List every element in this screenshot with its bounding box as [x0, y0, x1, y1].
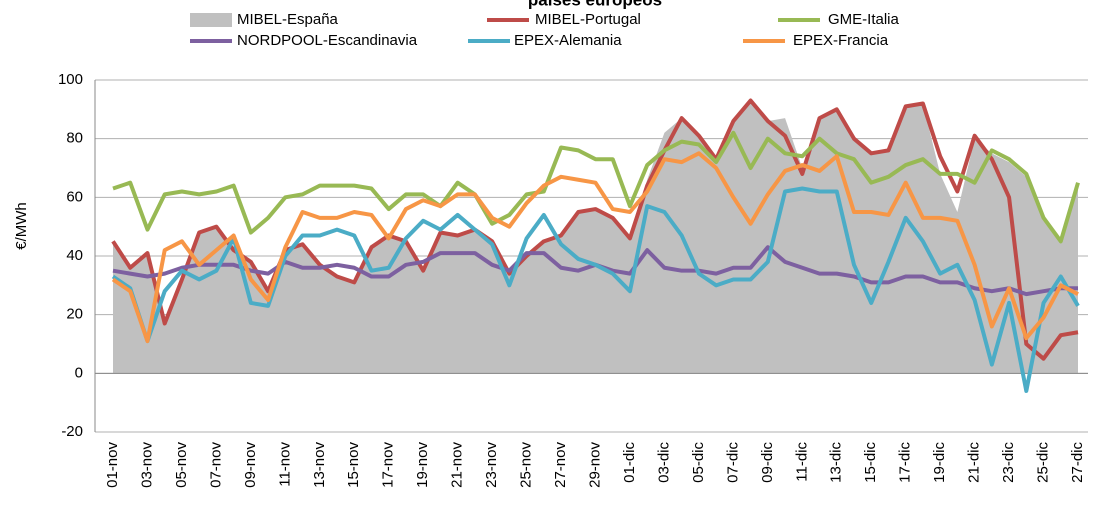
- y-tick-label: 20: [66, 306, 83, 323]
- x-tick-label: 09-nov: [242, 442, 259, 488]
- x-tick-label: 03-dic: [655, 442, 672, 483]
- line: [111, 151, 1079, 344]
- x-tick-label: 23-dic: [1000, 442, 1017, 483]
- x-tick-label: 09-dic: [759, 442, 776, 483]
- x-tick-label: 11-dic: [793, 442, 810, 482]
- x-tick-label: 15-nov: [345, 442, 362, 488]
- y-axis-label: €/MWh: [13, 202, 30, 250]
- x-tick-label: 05-nov: [173, 442, 190, 488]
- x-tick-label: 27-nov: [552, 442, 569, 488]
- x-tick-label: 25-nov: [518, 442, 535, 488]
- legend-label: EPEX-Alemania: [514, 32, 622, 49]
- x-tick-label: 15-dic: [862, 442, 879, 483]
- x-tick-label: 25-dic: [1035, 442, 1052, 483]
- y-tick-label: -20: [61, 423, 83, 440]
- line: [111, 186, 1080, 393]
- x-tick-label: 13-dic: [828, 442, 845, 483]
- x-tick-label: 17-nov: [380, 442, 397, 488]
- x-tick-label: 29-nov: [586, 442, 603, 488]
- legend-label: MIBEL-España: [237, 11, 339, 28]
- x-tick-label: 11-nov: [276, 442, 293, 487]
- area: [113, 100, 1078, 374]
- x-tick-label: 21-dic: [966, 442, 983, 483]
- x-tick-label: 19-nov: [414, 442, 431, 488]
- line: [112, 130, 1080, 244]
- x-tick-label: 05-dic: [690, 442, 707, 483]
- x-tick-label: 01-nov: [104, 442, 121, 488]
- x-tick-label: 07-nov: [207, 442, 224, 488]
- y-tick-label: 60: [66, 188, 83, 205]
- legend-label: EPEX-Francia: [793, 32, 889, 49]
- x-tick-label: 23-nov: [483, 442, 500, 488]
- x-tick-label: 19-dic: [931, 442, 948, 483]
- legend-label: MIBEL-Portugal: [535, 11, 641, 28]
- y-tick-label: 0: [75, 364, 83, 381]
- x-tick-label: 03-nov: [138, 442, 155, 488]
- x-tick-label: 17-dic: [897, 442, 914, 483]
- legend-label: GME-Italia: [828, 11, 900, 28]
- x-tick-label: 13-nov: [311, 442, 328, 488]
- x-tick-label: 27-dic: [1069, 442, 1086, 483]
- y-tick-label: 80: [66, 130, 83, 147]
- x-tick-label: 21-nov: [449, 442, 466, 488]
- legend-label: NORDPOOL-Escandinavia: [237, 32, 418, 49]
- x-tick-label: 01-dic: [621, 442, 638, 483]
- y-tick-label: 100: [58, 71, 83, 88]
- legend-swatch: [190, 13, 232, 27]
- y-tick-label: 40: [66, 247, 83, 264]
- x-tick-label: 07-dic: [724, 442, 741, 483]
- chart-title: países europeos: [528, 0, 662, 9]
